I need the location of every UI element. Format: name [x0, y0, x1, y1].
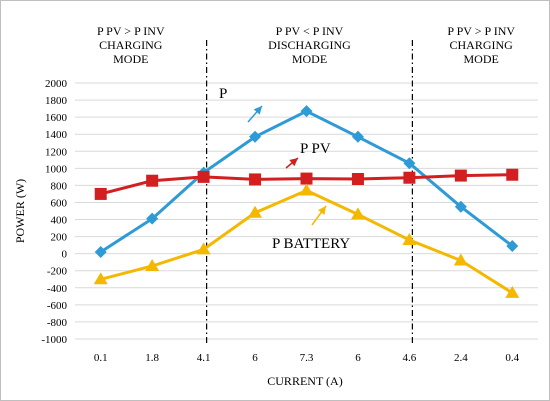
- series-label-arrow-head: [253, 106, 262, 115]
- y-tick-label: 400: [51, 215, 68, 227]
- y-tick-label: 1200: [45, 146, 68, 158]
- data-point: [248, 205, 263, 218]
- x-tick-label: 6: [252, 352, 258, 364]
- region-label: CHARGING: [99, 38, 163, 52]
- region-dividers: [206, 40, 413, 346]
- y-tick-labels: -1000 -800 -600 -400 -200 0 200 400 600 800 1000 12…: [41, 78, 67, 346]
- data-point: [146, 212, 159, 225]
- data-point: [403, 157, 416, 170]
- data-point: [249, 130, 262, 143]
- region-label: MODE: [464, 52, 499, 66]
- x-axis-title: CURRENT (A): [267, 374, 342, 388]
- y-tick-label: 1600: [45, 112, 68, 124]
- y-tick-label: 0: [62, 249, 68, 261]
- x-tick-label: 0.1: [94, 352, 108, 364]
- data-point: [351, 173, 364, 185]
- region-label: P PV > P INV: [97, 24, 165, 38]
- y-tick-label: 1800: [45, 95, 68, 107]
- y-tick-label: 1000: [45, 163, 68, 175]
- data-point: [454, 200, 467, 213]
- region-label: MODE: [292, 52, 327, 66]
- series-label: P: [219, 86, 227, 102]
- x-tick-labels: 0.1 1.8 4.1 6 7.3 6 4.6 2.4 0.4: [94, 352, 520, 364]
- data-point: [197, 170, 210, 183]
- y-tick-label: 2000: [45, 78, 68, 90]
- y-tick-label: 200: [51, 232, 68, 244]
- x-tick-label: 6: [355, 352, 361, 364]
- data-point: [94, 187, 107, 200]
- series-labels: P P PV P BATTERY: [219, 86, 350, 252]
- x-tick-label: 4.6: [403, 352, 417, 364]
- data-point: [94, 245, 107, 258]
- data-point: [249, 173, 262, 186]
- region-label: DISCHARGING: [268, 38, 351, 52]
- x-tick-label: 4.1: [197, 352, 211, 364]
- region-label: MODE: [113, 52, 148, 66]
- data-point: [350, 207, 365, 220]
- data-point: [300, 105, 313, 118]
- data-point: [146, 174, 159, 187]
- y-tick-label: 600: [51, 197, 68, 209]
- data-point: [351, 130, 364, 143]
- y-tick-label: 800: [51, 180, 68, 192]
- y-tick-label: 1400: [45, 129, 68, 141]
- y-tick-label: -600: [47, 300, 68, 312]
- series-label-arrow-head: [289, 158, 298, 167]
- y-tick-label: -800: [47, 317, 68, 329]
- data-point: [196, 242, 211, 255]
- data-point: [300, 172, 313, 185]
- data-point: [93, 272, 108, 285]
- data-point: [506, 168, 519, 181]
- region-label: P PV < P INV: [276, 24, 344, 38]
- data-point: [402, 233, 417, 246]
- data-point: [454, 169, 467, 182]
- data-point: [299, 183, 314, 196]
- data-point: [145, 259, 160, 272]
- data-point: [453, 253, 468, 266]
- data-point: [505, 285, 520, 298]
- x-tick-label: 2.4: [454, 352, 468, 364]
- data-point: [403, 171, 416, 184]
- series-label: P BATTERY: [272, 236, 350, 252]
- x-tick-label: 1.8: [145, 352, 159, 364]
- y-axis-title: POWER (W): [13, 179, 27, 243]
- x-tick-label: 7.3: [300, 352, 314, 364]
- region-label: P PV > P INV: [447, 24, 515, 38]
- y-tick-label: -1000: [41, 334, 67, 346]
- y-tick-label: -200: [47, 266, 68, 278]
- series-label-arrow-head: [318, 206, 326, 215]
- series-label: P PV: [300, 141, 331, 157]
- series: [93, 105, 520, 298]
- y-tick-label: -400: [47, 283, 68, 295]
- data-point: [506, 239, 519, 252]
- region-label: CHARGING: [450, 38, 514, 52]
- x-tick-label: 0.4: [505, 352, 519, 364]
